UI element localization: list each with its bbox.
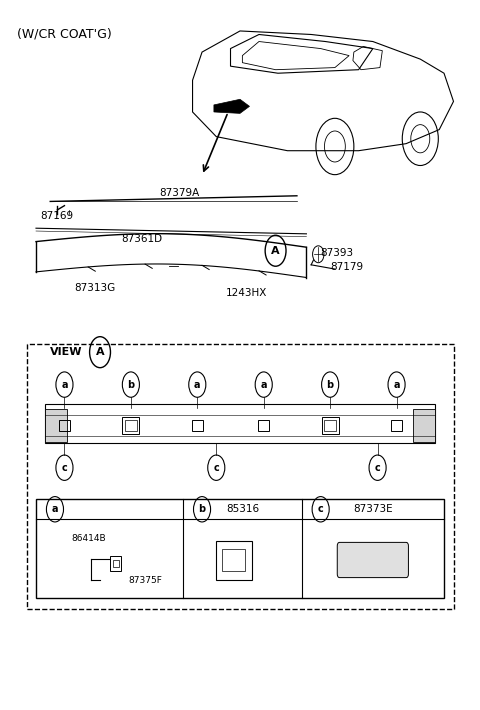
FancyBboxPatch shape [337, 542, 408, 578]
Text: c: c [375, 463, 381, 473]
Text: c: c [61, 463, 67, 473]
Bar [109, 556, 121, 572]
Bar [258, 420, 269, 431]
Text: 85316: 85316 [226, 504, 259, 514]
Bar [36, 499, 444, 598]
Text: c: c [214, 463, 219, 473]
Bar [46, 404, 434, 443]
Bar [222, 549, 245, 572]
Text: 1243HX: 1243HX [226, 288, 267, 298]
Text: a: a [52, 504, 58, 514]
Text: (W/CR COAT'G): (W/CR COAT'G) [17, 28, 112, 40]
Text: a: a [261, 380, 267, 390]
Text: VIEW: VIEW [50, 347, 83, 357]
Polygon shape [214, 99, 250, 114]
Text: 86414B: 86414B [72, 534, 106, 543]
Text: c: c [318, 504, 324, 514]
Bar [413, 409, 434, 442]
Text: 87373E: 87373E [353, 504, 393, 514]
Bar [391, 420, 402, 431]
Text: 87379A: 87379A [159, 188, 200, 198]
Bar [322, 417, 339, 434]
Text: A: A [271, 246, 280, 256]
Bar [59, 420, 70, 431]
Text: A: A [96, 347, 104, 357]
Text: 87375F: 87375F [129, 577, 162, 585]
Bar [216, 541, 252, 580]
Text: b: b [199, 504, 205, 514]
Bar [192, 420, 203, 431]
Text: a: a [393, 380, 400, 390]
Text: 87393: 87393 [321, 248, 354, 258]
Text: 87169: 87169 [41, 211, 74, 222]
Bar [125, 420, 137, 431]
Text: a: a [61, 380, 68, 390]
Text: 87179: 87179 [330, 262, 363, 272]
Text: 87361D: 87361D [121, 234, 163, 244]
Bar [122, 417, 139, 434]
Bar [46, 409, 67, 442]
Bar [324, 420, 336, 431]
Text: 87313G: 87313G [74, 283, 115, 293]
Text: b: b [127, 380, 134, 390]
Bar [113, 560, 119, 567]
Text: a: a [194, 380, 201, 390]
Text: b: b [326, 380, 334, 390]
